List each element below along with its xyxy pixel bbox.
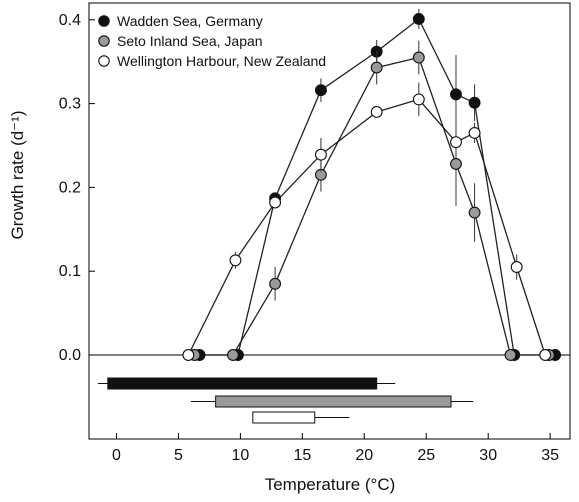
x-tick-label: 5 <box>174 447 183 464</box>
data-point <box>468 206 481 219</box>
series-layer <box>182 8 562 361</box>
series-wellington-harbour <box>187 98 546 356</box>
legend-marker <box>98 55 110 67</box>
data-point <box>412 13 425 25</box>
x-tick-label: 10 <box>232 447 250 464</box>
x-tick-label: 35 <box>541 447 559 464</box>
y-tick-label: 0.4 <box>59 12 81 29</box>
data-point <box>412 51 425 64</box>
series-line-wellington-harbour <box>187 98 546 356</box>
data-point <box>229 254 242 267</box>
y-axis: 0.0 0.1 0.2 0.3 0.4 <box>59 12 95 364</box>
range-bar-wadden-sea <box>107 377 378 390</box>
data-point <box>314 84 327 97</box>
legend-label: Seto Inland Sea, Japan <box>117 33 263 49</box>
data-point <box>227 349 239 361</box>
data-point <box>412 93 425 106</box>
data-point <box>269 196 282 209</box>
data-point <box>504 349 517 361</box>
y-tick-label: 0.1 <box>59 263 81 280</box>
data-point <box>450 136 462 149</box>
data-point <box>370 106 383 118</box>
data-point <box>539 349 552 361</box>
data-point <box>468 96 481 109</box>
data-point <box>468 126 481 139</box>
y-axis-label: Growth rate (d⁻¹) <box>8 111 27 240</box>
plot-frame <box>88 2 571 440</box>
legend-marker <box>98 15 110 27</box>
x-axis-label: Temperature (°C) <box>265 475 396 494</box>
series-line-wadden-sea <box>199 17 556 356</box>
x-axis: 0 5 10 15 20 25 30 35 <box>112 433 559 464</box>
range-bar-wellington-harbour <box>252 411 316 424</box>
range-bar-seto-inland-sea <box>215 395 452 408</box>
y-tick-label: 0.3 <box>59 96 81 113</box>
series-seto-inland-sea <box>194 56 549 356</box>
x-tick-label: 25 <box>417 447 435 464</box>
x-tick-label: 20 <box>355 447 373 464</box>
data-point <box>450 88 462 101</box>
data-point <box>450 157 462 170</box>
series-line-seto-inland-sea <box>194 56 549 356</box>
series-wadden-sea <box>199 17 556 356</box>
series-markers-wellington-harbour <box>182 82 552 361</box>
temperature-range-bars <box>97 377 474 424</box>
data-point <box>314 148 327 161</box>
x-tick-label: 30 <box>479 447 497 464</box>
y-tick-label: 0.0 <box>59 347 81 364</box>
data-point <box>370 61 383 74</box>
legend-label: Wellington Harbour, New Zealand <box>117 53 326 69</box>
data-point <box>510 261 523 273</box>
data-point <box>182 349 195 361</box>
y-tick-label: 0.2 <box>59 179 81 196</box>
legend-marker <box>98 35 110 47</box>
x-tick-label: 0 <box>112 447 121 464</box>
legend-label: Wadden Sea, Germany <box>117 13 263 29</box>
x-tick-label: 15 <box>293 447 311 464</box>
legend: Wadden Sea, Germany Seto Inland Sea, Japa… <box>98 13 326 69</box>
data-point <box>269 277 282 290</box>
